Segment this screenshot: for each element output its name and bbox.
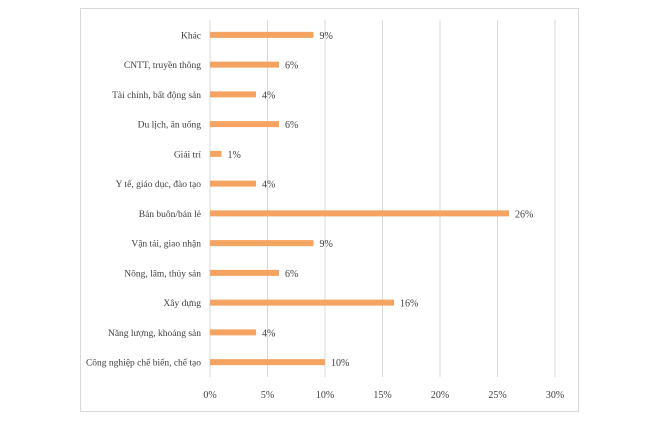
bar xyxy=(210,359,325,366)
category-label: Công nghiệp chế biến, chế tạo xyxy=(86,358,201,369)
category-label: Bán buôn/bán lẻ xyxy=(139,210,201,220)
data-label: 10% xyxy=(331,358,349,369)
x-tick-label: 15% xyxy=(373,390,391,401)
category-label: CNTT, truyền thông xyxy=(124,60,201,71)
category-label: Vận tải, giao nhận xyxy=(131,240,201,250)
bar xyxy=(210,121,279,128)
data-label: 4% xyxy=(262,90,275,101)
category-label: Nông, lâm, thủy sản xyxy=(124,269,201,279)
bar xyxy=(210,31,314,38)
bar xyxy=(210,240,314,247)
category-label: Năng lượng, khoáng sản xyxy=(108,329,201,339)
category-label: Khác xyxy=(181,31,201,41)
x-tick-label: 25% xyxy=(488,390,506,401)
data-label: 16% xyxy=(400,299,418,310)
bar xyxy=(210,210,509,217)
data-label: 4% xyxy=(262,328,275,339)
x-tick-label: 5% xyxy=(261,390,274,401)
x-tick-label: 30% xyxy=(546,390,564,401)
data-label: 4% xyxy=(262,180,275,191)
bar xyxy=(210,299,394,306)
bar xyxy=(210,91,256,98)
x-tick-label: 10% xyxy=(316,390,334,401)
bar xyxy=(210,329,256,336)
data-label: 9% xyxy=(320,239,333,250)
data-label: 1% xyxy=(228,150,241,161)
category-label: Y tế, giáo dục, đào tạo xyxy=(116,179,202,190)
bar xyxy=(210,150,222,157)
category-label: Tài chính, bất động sản xyxy=(112,90,201,101)
x-tick-label: 0% xyxy=(203,390,216,401)
bar xyxy=(210,269,279,276)
x-tick-label: 20% xyxy=(431,390,449,401)
bar xyxy=(210,180,256,187)
data-label: 6% xyxy=(285,61,298,72)
data-label: 6% xyxy=(285,269,298,280)
category-label: Du lịch, ăn uống xyxy=(138,120,202,131)
chart-frame xyxy=(80,8,579,412)
category-label: Xây dựng xyxy=(163,299,201,309)
data-label: 6% xyxy=(285,120,298,131)
data-label: 9% xyxy=(320,31,333,42)
data-label: 26% xyxy=(515,209,533,220)
bar xyxy=(210,61,279,68)
category-label: Giải trí xyxy=(174,150,202,160)
